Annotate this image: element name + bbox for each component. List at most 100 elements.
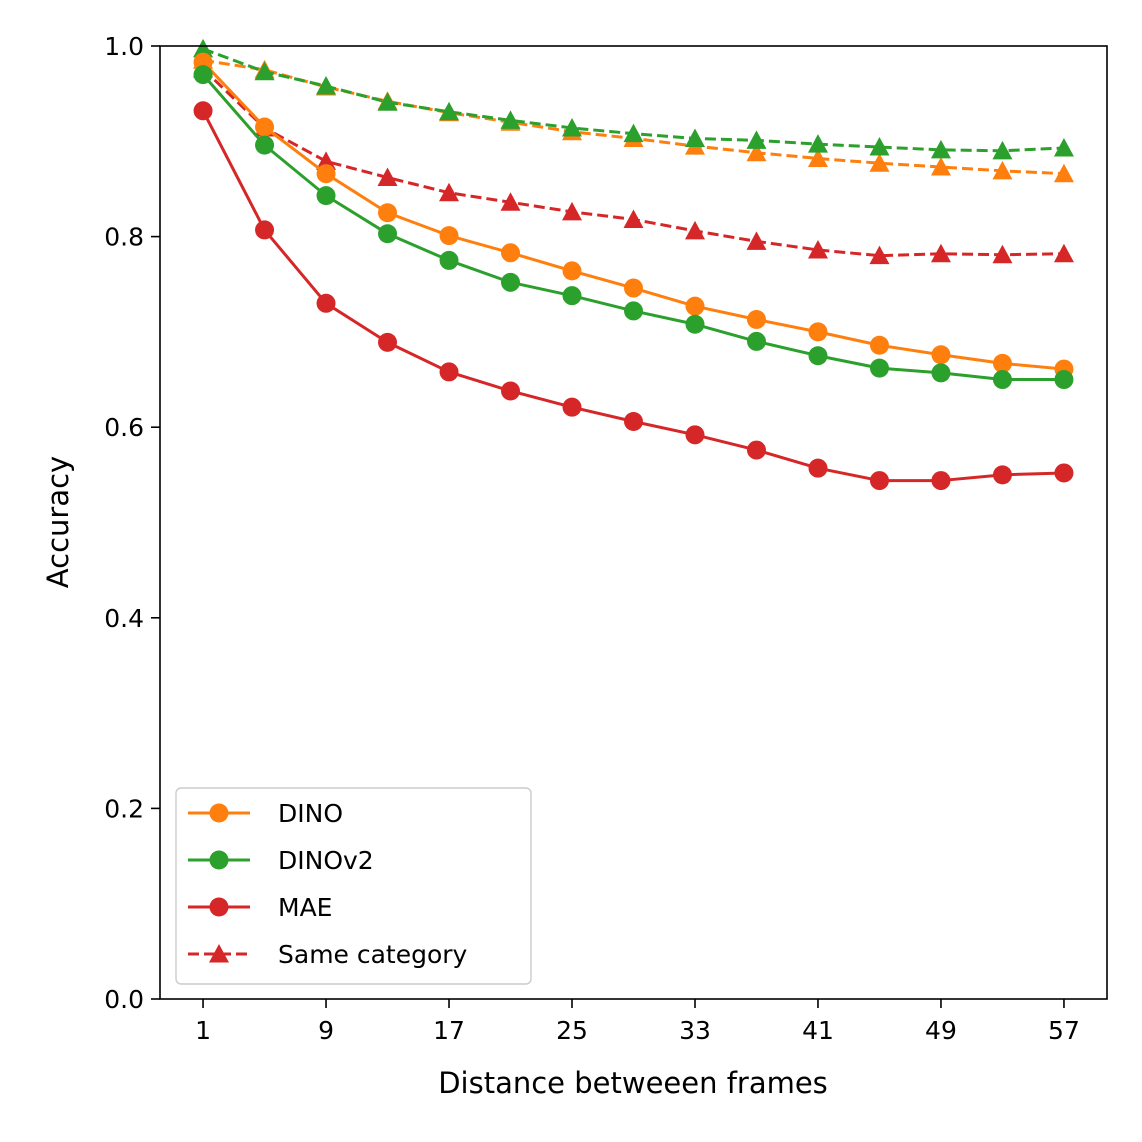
data-point-triangle <box>746 130 767 149</box>
data-point-triangle <box>439 182 460 202</box>
data-point-triangle <box>807 148 828 167</box>
data-point-triangle <box>562 117 583 137</box>
y-tick-label: 0.6 <box>104 413 144 442</box>
data-point-triangle <box>623 123 644 143</box>
x-axis-label: Distance betweeen frames <box>438 1066 828 1100</box>
data-point-circle <box>869 335 889 355</box>
data-point-circle <box>992 465 1012 485</box>
data-point-circle <box>1054 370 1074 390</box>
axes-frame <box>159 45 1108 1000</box>
data-point-triangle <box>1053 137 1074 157</box>
data-point-triangle <box>500 192 521 211</box>
data-point-circle <box>931 363 951 383</box>
data-point-circle <box>1054 463 1074 483</box>
data-point-circle <box>378 332 398 352</box>
legend-marker <box>209 850 229 870</box>
data-point-triangle <box>316 76 337 95</box>
y-axis-ticks: 0.0 0.2 0.4 0.6 0.8 1.0 <box>104 32 160 1014</box>
data-point-circle <box>624 278 643 298</box>
legend-label: MAE <box>278 893 332 922</box>
data-point-circle <box>685 296 705 316</box>
y-tick-label: 0.4 <box>104 604 144 633</box>
data-point-triangle <box>930 139 951 159</box>
y-tick-label: 0.8 <box>104 223 144 252</box>
data-point-circle <box>685 425 705 445</box>
data-point-triangle <box>992 160 1013 180</box>
legend-label: Same category <box>278 940 468 969</box>
data-point-triangle <box>930 157 951 176</box>
data-point-circle <box>685 314 705 334</box>
data-point-circle <box>193 101 213 121</box>
x-tick-label: 17 <box>433 1016 465 1045</box>
data-point-triangle <box>254 61 275 81</box>
data-point-circle <box>746 440 766 460</box>
data-point-circle <box>746 310 766 330</box>
data-point-triangle <box>684 128 705 147</box>
data-point-triangle <box>869 245 890 265</box>
data-point-circle <box>378 203 398 223</box>
data-point-circle <box>255 135 275 155</box>
data-point-circle <box>931 471 951 491</box>
data-point-circle <box>992 370 1012 390</box>
data-point-triangle <box>807 134 828 153</box>
data-point-triangle <box>1053 163 1074 183</box>
data-point-circle <box>992 353 1012 373</box>
data-point-circle <box>808 458 828 478</box>
data-point-circle <box>869 358 889 378</box>
data-point-triangle <box>992 140 1013 160</box>
data-point-triangle <box>869 153 890 172</box>
data-point-circle <box>378 224 398 244</box>
data-point-triangle <box>930 243 951 263</box>
data-point-circle <box>562 261 582 281</box>
data-point-circle <box>931 345 951 365</box>
x-tick-label: 57 <box>1048 1016 1080 1045</box>
legend-box <box>175 787 532 985</box>
data-point-circle <box>255 117 275 137</box>
data-point-triangle <box>377 92 398 111</box>
data-point-circle <box>808 322 828 342</box>
data-point-triangle <box>377 167 398 187</box>
data-point-circle <box>746 331 766 351</box>
data-point-circle <box>624 411 643 431</box>
x-tick-label: 49 <box>925 1016 957 1045</box>
y-tick-label: 0.0 <box>104 985 144 1014</box>
data-point-circle <box>808 346 828 366</box>
data-point-triangle <box>1053 243 1074 263</box>
data-point-circle <box>316 164 336 184</box>
legend-marker <box>209 897 229 917</box>
data-point-triangle <box>562 201 583 221</box>
data-point-circle <box>624 301 643 321</box>
x-tick-label: 33 <box>679 1016 711 1045</box>
data-point-triangle <box>746 231 767 250</box>
y-tick-label: 0.2 <box>104 794 144 823</box>
x-tick-label: 25 <box>556 1016 588 1045</box>
data-point-circle <box>501 381 521 401</box>
data-point-triangle <box>623 209 644 228</box>
x-axis-ticks: 1 9 17 25 33 41 49 57 <box>195 999 1080 1045</box>
legend-label: DINOv2 <box>278 846 374 875</box>
legend-marker <box>209 944 229 963</box>
data-point-circle <box>439 226 459 246</box>
data-point-circle <box>193 65 213 85</box>
data-point-triangle <box>316 151 337 170</box>
legend-label: DINO <box>278 799 343 828</box>
data-point-triangle <box>439 101 460 121</box>
data-point-circle <box>255 220 275 240</box>
data-point-circle <box>439 250 459 270</box>
y-tick-label: 1.0 <box>104 32 144 61</box>
data-point-triangle <box>807 239 828 259</box>
data-point-triangle <box>869 137 890 156</box>
x-tick-label: 1 <box>195 1016 211 1045</box>
y-axis-label: Accuracy <box>41 456 75 588</box>
x-tick-label: 41 <box>802 1016 834 1045</box>
data-point-circle <box>316 293 336 313</box>
plot-area <box>193 38 1074 491</box>
data-point-circle <box>562 286 582 306</box>
data-point-triangle <box>684 220 705 240</box>
legend: DINO DINOv2 MAE Same category <box>175 787 532 985</box>
data-point-circle <box>439 362 459 382</box>
legend-marker <box>209 803 229 823</box>
x-tick-label: 9 <box>318 1016 334 1045</box>
